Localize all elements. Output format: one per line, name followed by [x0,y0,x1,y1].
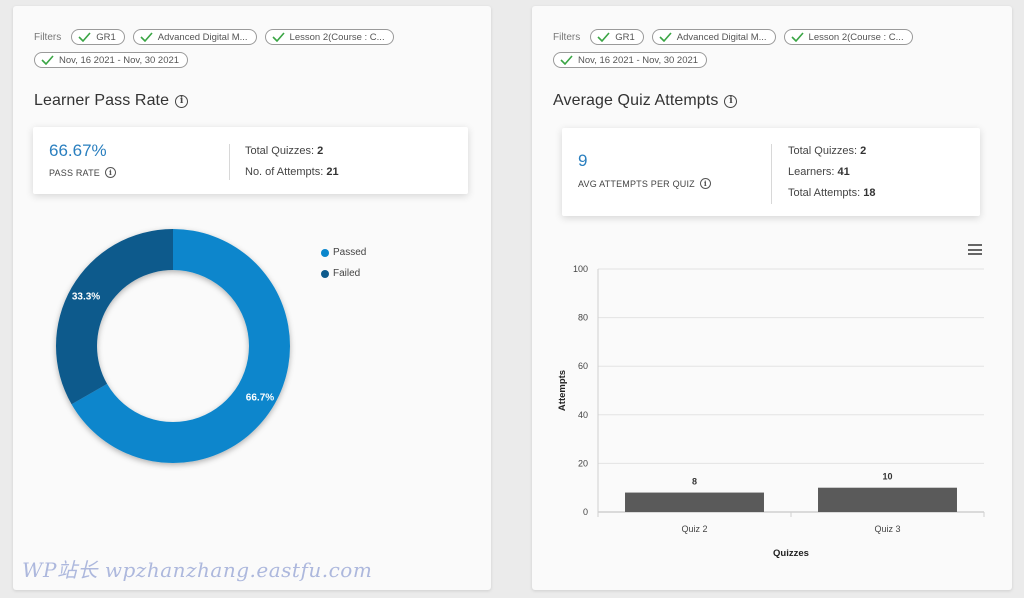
divider [771,144,772,204]
donut-slice-passed[interactable] [71,229,290,463]
check-icon [790,32,804,42]
bar-quiz-3[interactable] [818,487,957,512]
filters-bar: Filters GR1 Advanced Digital M... Lesson… [34,29,474,68]
average-quiz-attempts-card: Filters GR1 Advanced Digital M... Lesson… [532,6,1012,590]
bar-quiz-2[interactable] [625,492,764,512]
filters-label: Filters [553,31,581,43]
learner-pass-rate-card: Filters GR1 Advanced Digital M... Lesson… [13,6,491,590]
donut-slice-failed[interactable] [56,229,173,405]
legend-swatch-passed [321,248,329,257]
filter-chip-label: GR1 [615,31,635,43]
legend-item-passed[interactable]: Passed [321,242,366,263]
x-tick-label: Quiz 3 [874,524,900,534]
check-icon [271,32,285,42]
legend-label: Failed [333,268,361,279]
filters-bar: Filters GR1 Advanced Digital M... Lesson… [553,29,993,68]
stat-value: 41 [837,166,850,178]
y-axis-title: Attempts [557,370,568,411]
avg-attempts-label-text: AVG ATTEMPTS PER QUIZ [578,178,695,189]
info-icon[interactable]: i [175,94,189,108]
filter-chip-course[interactable]: Advanced Digital M... [651,29,776,45]
pass-rate-stats: Total Quizzes: 2 No. of Attempts: 21 [245,141,339,183]
card-title: Learner Pass Rate i [34,92,189,110]
pass-rate-donut-chart: 66.7% 33.3% [56,229,290,463]
check-icon [597,32,610,42]
total-attempts-stat: Total Attempts: 18 [788,183,875,204]
card-title-text: Learner Pass Rate [34,92,170,109]
stat-label: Learners: [788,166,835,178]
y-tick-label: 80 [578,313,588,323]
stat-label: Total Quizzes: [245,145,315,157]
filter-chip-lesson[interactable]: Lesson 2(Course : C... [783,29,913,45]
legend-label: Passed [333,247,367,258]
learners-stat: Learners: 41 [788,162,875,183]
filter-chip-date-range[interactable]: Nov, 16 2021 - Nov, 30 2021 [553,52,708,68]
pass-rate-value: 66.67% [49,141,107,160]
stat-label: Total Quizzes: [788,145,858,157]
filter-chip-lesson[interactable]: Lesson 2(Course : C... [264,29,394,45]
filter-chip-label: GR1 [96,31,116,43]
check-icon [78,32,91,42]
check-icon [659,32,672,42]
card-title-text: Average Quiz Attempts [553,92,719,109]
donut-ring [56,229,290,463]
stat-value: 2 [317,145,324,157]
filter-chip-group[interactable]: GR1 [71,29,125,45]
check-icon [41,55,54,65]
donut-data-label: 66.7% [246,392,274,403]
quiz-attempts-summary: 9 AVG ATTEMPTS PER QUIZ i Total Quizzes:… [562,128,980,216]
y-tick-label: 100 [573,264,588,274]
info-icon[interactable]: i [724,94,738,108]
attempts-stat: No. of Attempts: 21 [245,162,339,183]
total-quizzes-stat: Total Quizzes: 2 [245,141,339,162]
check-icon [560,55,573,65]
info-icon[interactable]: i [104,167,116,178]
stat-value: 21 [326,166,339,178]
bar-data-label: 10 [882,472,892,482]
stat-label: Total Attempts: [788,187,861,199]
info-icon[interactable]: i [699,178,711,189]
quiz-attempts-bar-chart: 0 20 40 60 80 100 8 Quiz 2 10 Quiz 3 Quizzes Attemp… [557,264,985,559]
total-quizzes-stat: Total Quizzes: 2 [788,141,875,162]
filter-chip-label: Advanced Digital M... [157,31,248,43]
pass-rate-label: PASS RATE i [49,167,116,178]
stat-value: 18 [863,187,876,199]
filter-chip-label: Nov, 16 2021 - Nov, 30 2021 [578,54,699,66]
y-tick-label: 0 [583,507,588,517]
y-tick-label: 40 [578,410,588,420]
divider [229,144,230,180]
filter-chip-course[interactable]: Advanced Digital M... [132,29,257,45]
donut-legend: Passed Failed [321,242,366,284]
x-axis-title: Quizzes [773,548,809,559]
filter-chip-label: Lesson 2(Course : C... [289,31,385,43]
filter-chip-label: Lesson 2(Course : C... [808,31,904,43]
chart-menu-icon[interactable] [968,244,982,255]
legend-item-failed[interactable]: Failed [321,263,366,284]
check-icon [140,32,153,42]
pass-rate-label-text: PASS RATE [49,167,100,178]
stat-value: 2 [860,145,867,157]
x-tick-label: Quiz 2 [681,524,707,534]
filters-label: Filters [34,31,62,43]
donut-data-label: 33.3% [72,292,100,303]
avg-attempts-value: 9 [578,151,588,170]
filter-chip-label: Nov, 16 2021 - Nov, 30 2021 [59,54,180,66]
filter-chip-label: Advanced Digital M... [676,31,767,43]
stat-label: No. of Attempts: [245,166,324,178]
pass-rate-summary: 66.67% PASS RATE i Total Quizzes: 2 No. … [33,127,468,194]
watermark-text: WP站长 wpzhanzhang.eastfu.com [22,558,373,582]
card-title: Average Quiz Attempts i [553,92,738,110]
quiz-attempts-stats: Total Quizzes: 2 Learners: 41 Total Atte… [788,141,875,204]
filter-chip-group[interactable]: GR1 [590,29,644,45]
filter-chip-date-range[interactable]: Nov, 16 2021 - Nov, 30 2021 [34,52,189,68]
y-tick-label: 60 [578,361,588,371]
legend-swatch-failed [321,269,329,278]
y-tick-label: 20 [578,458,588,468]
bar-data-label: 8 [692,477,697,487]
avg-attempts-label: AVG ATTEMPTS PER QUIZ i [578,178,711,189]
